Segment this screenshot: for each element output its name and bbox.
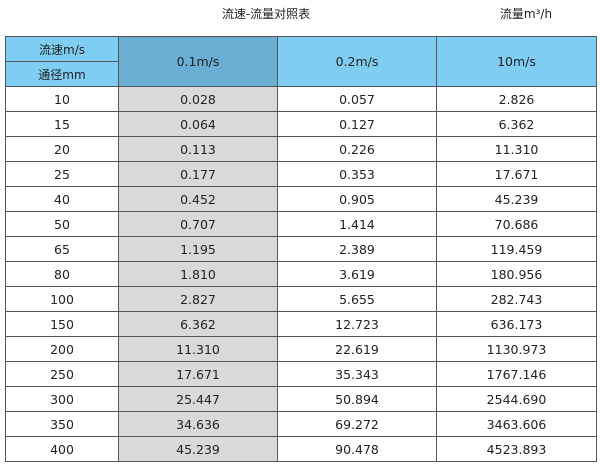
flow-cell: 0.905 [277,186,437,212]
unit-label: 流量m³/h [499,7,553,21]
flow-rate-table: 流速m/s 0.1m/s 0.2m/s 10m/s 通径mm 10 0.028 0.… [5,36,597,462]
flow-cell: 34.636 [118,411,278,437]
flow-cell: 0.452 [118,186,278,212]
flow-cell: 0.707 [118,211,278,237]
flow-cell: 5.655 [277,286,437,312]
table-row: 50 0.707 1.414 70.686 [5,211,597,237]
table-row: 350 34.636 69.272 3463.606 [5,411,597,437]
flow-cell: 1.810 [118,261,278,287]
header-row: 流速m/s 0.1m/s 0.2m/s 10m/s [5,36,597,87]
diameter-cell: 10 [5,86,119,112]
flow-cell: 0.177 [118,161,278,187]
diameter-cell: 50 [5,211,119,237]
flow-cell: 3.619 [277,261,437,287]
diameter-header: 通径mm [5,61,119,87]
flow-cell: 11.310 [118,336,278,362]
column-header: 0.2m/s [277,36,437,87]
flow-cell: 12.723 [277,311,437,337]
flow-cell: 50.894 [277,386,437,412]
flow-cell: 636.173 [436,311,597,337]
table-row: 200 11.310 22.619 1130.973 [5,336,597,362]
table-row: 15 0.064 0.127 6.362 [5,111,597,137]
diameter-cell: 350 [5,411,119,437]
diameter-cell: 300 [5,386,119,412]
flow-cell: 17.671 [118,361,278,387]
table-row: 250 17.671 35.343 1767.146 [5,361,597,387]
column-header: 10m/s [436,36,597,87]
diameter-cell: 65 [5,236,119,262]
flow-cell: 0.353 [277,161,437,187]
flow-cell: 0.057 [277,86,437,112]
flow-cell: 2.389 [277,236,437,262]
flow-cell: 45.239 [436,186,597,212]
flow-cell: 70.686 [436,211,597,237]
flow-cell: 2544.690 [436,386,597,412]
flow-cell: 1.195 [118,236,278,262]
table-row: 150 6.362 12.723 636.173 [5,311,597,337]
table-row: 300 25.447 50.894 2544.690 [5,386,597,412]
diameter-cell: 20 [5,136,119,162]
flow-cell: 282.743 [436,286,597,312]
table-row: 100 2.827 5.655 282.743 [5,286,597,312]
diameter-cell: 150 [5,311,119,337]
flow-cell: 2.827 [118,286,278,312]
table-row: 80 1.810 3.619 180.956 [5,261,597,287]
table-row: 40 0.452 0.905 45.239 [5,186,597,212]
flow-cell: 0.226 [277,136,437,162]
diameter-cell: 40 [5,186,119,212]
diameter-cell: 250 [5,361,119,387]
flow-cell: 22.619 [277,336,437,362]
flow-cell: 0.113 [118,136,278,162]
diameter-cell: 25 [5,161,119,187]
table-row: 25 0.177 0.353 17.671 [5,161,597,187]
column-header: 0.1m/s [118,36,278,87]
flow-cell: 4523.893 [436,436,597,462]
flow-cell: 6.362 [118,311,278,337]
diameter-cell: 15 [5,111,119,137]
flow-cell: 0.028 [118,86,278,112]
flow-cell: 180.956 [436,261,597,287]
flow-cell: 17.671 [436,161,597,187]
flow-cell: 2.826 [436,86,597,112]
flow-cell: 0.127 [277,111,437,137]
diameter-cell: 400 [5,436,119,462]
velocity-header: 流速m/s [5,36,119,62]
flow-cell: 11.310 [436,136,597,162]
table-title: 流速-流量对照表 [221,7,311,21]
flow-cell: 90.478 [277,436,437,462]
flow-cell: 1130.973 [436,336,597,362]
flow-cell: 1767.146 [436,361,597,387]
flow-cell: 69.272 [277,411,437,437]
diameter-cell: 100 [5,286,119,312]
table-row: 65 1.195 2.389 119.459 [5,236,597,262]
diameter-cell: 80 [5,261,119,287]
flow-cell: 45.239 [118,436,278,462]
flow-cell: 35.343 [277,361,437,387]
flow-cell: 0.064 [118,111,278,137]
flow-cell: 1.414 [277,211,437,237]
flow-cell: 25.447 [118,386,278,412]
flow-cell: 3463.606 [436,411,597,437]
table-row: 20 0.113 0.226 11.310 [5,136,597,162]
flow-cell: 119.459 [436,236,597,262]
table-row: 400 45.239 90.478 4523.893 [5,436,597,462]
diameter-cell: 200 [5,336,119,362]
table-row: 10 0.028 0.057 2.826 [5,86,597,112]
flow-cell: 6.362 [436,111,597,137]
header-row: 通径mm [5,61,597,87]
